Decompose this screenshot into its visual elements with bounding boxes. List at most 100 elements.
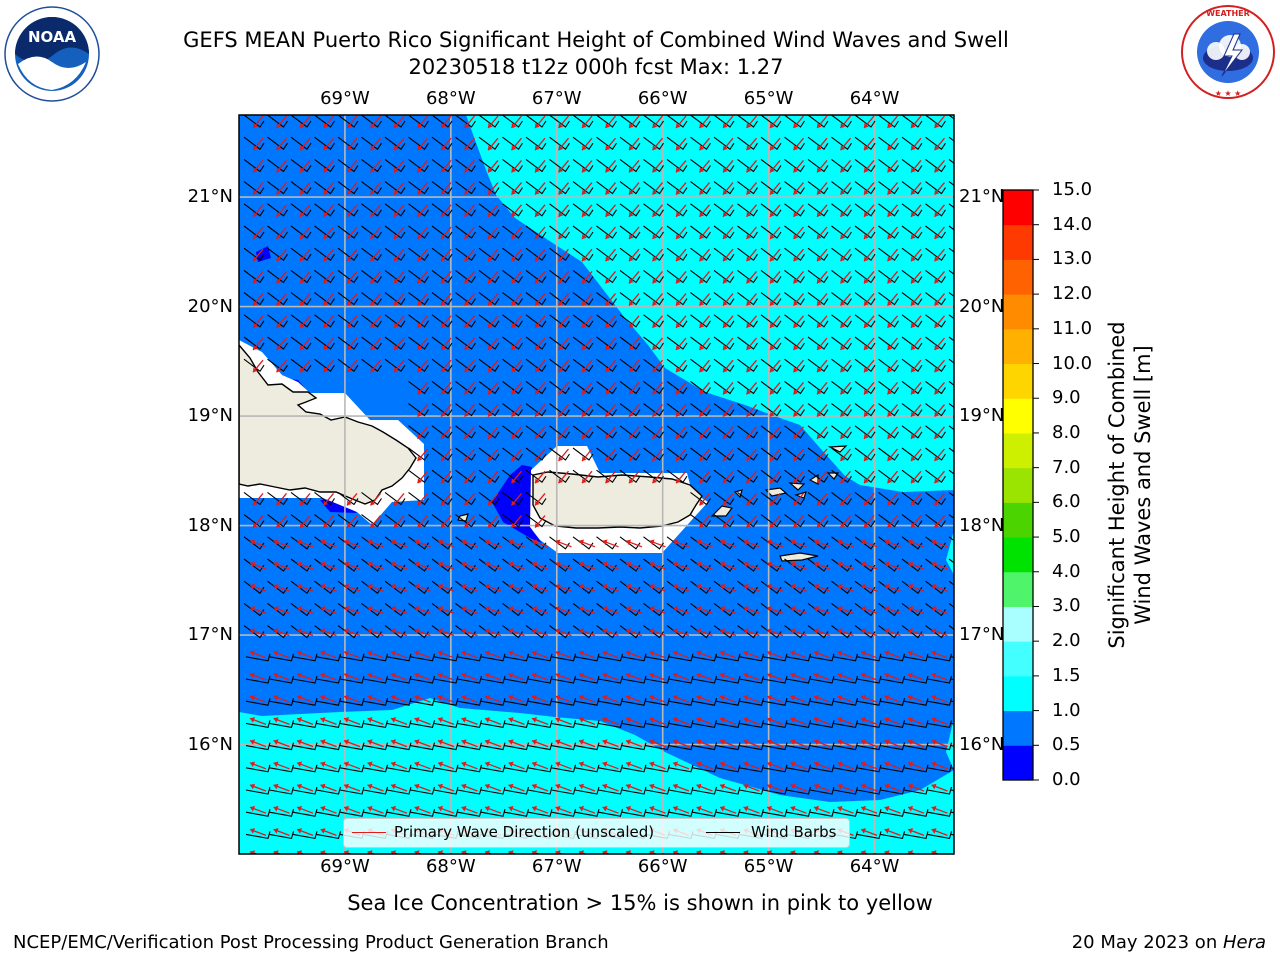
wave-arrow-head <box>320 561 326 568</box>
wind-barb <box>267 269 288 284</box>
wave-arrow-head <box>837 606 843 612</box>
wind-barb <box>455 425 476 439</box>
wind-barb <box>596 558 617 572</box>
wave-arrow-head <box>931 583 937 590</box>
wind-barb <box>572 292 594 306</box>
wave-arrow-head <box>911 123 916 128</box>
wave-direction-arrow <box>958 471 968 483</box>
wave-arrow-head <box>535 145 540 151</box>
wind-barb <box>314 181 335 195</box>
wind-barb <box>384 514 406 528</box>
wave-arrow-head <box>720 717 726 723</box>
wave-arrow-head <box>955 717 960 723</box>
wave-arrow-head <box>297 694 303 701</box>
wind-barb <box>784 225 805 239</box>
wave-arrow-head <box>767 717 773 723</box>
wind-barb <box>690 602 711 617</box>
colorbar-tick-label: 4.0 <box>1052 560 1081 582</box>
wave-arrow-head <box>417 411 423 417</box>
wave-arrow-head <box>464 167 470 173</box>
map-legend: Primary Wave Direction (unscaled) Wind B… <box>343 818 850 848</box>
wind-barb <box>760 403 782 417</box>
wave-arrow-head <box>579 783 585 790</box>
wind-barb <box>269 786 295 795</box>
wind-barb <box>290 580 312 594</box>
wave-arrow-head <box>817 278 822 284</box>
wind-barb <box>762 720 788 729</box>
wave-arrow-head <box>817 189 822 195</box>
wind-barb <box>596 447 617 461</box>
wave-arrow-head <box>461 805 467 812</box>
wind-barb <box>713 181 735 195</box>
wave-arrow-head <box>934 522 940 528</box>
wind-barb <box>480 720 506 729</box>
wind-barb <box>339 809 365 817</box>
wind-barb <box>502 269 523 284</box>
wave-arrow-head <box>344 783 350 790</box>
wave-arrow-head <box>746 167 752 173</box>
wave-arrow-head <box>699 323 705 328</box>
wave-height-band-1.0-1.5-south <box>239 698 954 854</box>
wave-arrow-head <box>793 323 799 328</box>
wave-arrow-head <box>958 434 963 439</box>
wave-arrow-head <box>652 345 658 350</box>
wave-arrow-head <box>861 717 867 723</box>
wave-arrow-head <box>417 522 423 528</box>
wave-arrow-head <box>602 850 608 854</box>
wave-arrow-head <box>723 212 728 217</box>
wave-arrow-head <box>535 411 540 417</box>
wave-arrow-head <box>605 145 611 151</box>
wave-arrow-head <box>790 783 796 790</box>
wave-arrow-head <box>300 522 305 528</box>
wave-arrow-head <box>699 256 705 262</box>
wind-barb <box>290 558 312 572</box>
wind-barb <box>760 514 782 528</box>
wind-barb <box>878 625 899 639</box>
wave-arrow-head <box>767 606 773 612</box>
wave-arrow-head <box>323 522 329 528</box>
wind-barb <box>572 425 594 439</box>
wind-barb <box>502 336 523 350</box>
colorbar-tick-label: 1.0 <box>1052 699 1081 721</box>
wave-arrow-head <box>511 434 517 439</box>
wind-barb <box>572 203 594 217</box>
wind-barb <box>619 558 641 572</box>
wave-arrow-head <box>273 694 279 701</box>
wind-barb <box>831 292 852 306</box>
wind-barb <box>410 675 436 684</box>
wind-barb <box>619 625 641 639</box>
wind-barb <box>408 336 429 350</box>
wind-barb <box>666 469 688 483</box>
wind-barb <box>737 158 758 173</box>
wave-arrow-head <box>723 234 728 239</box>
lat-label-left: 21°N <box>187 186 233 208</box>
wave-direction-arrow <box>955 585 971 591</box>
wind-barb <box>243 314 265 328</box>
wind-barb <box>619 158 641 173</box>
wind-barb <box>690 136 711 150</box>
wind-barb <box>925 425 946 439</box>
wind-barb <box>690 514 711 528</box>
wind-barb <box>408 314 429 328</box>
wave-arrow-head <box>720 761 726 768</box>
wave-arrow-head <box>790 606 796 612</box>
wind-barb <box>690 181 711 195</box>
wind-barb <box>314 203 335 217</box>
wave-arrow-head <box>535 256 540 262</box>
wave-arrow-head <box>323 323 329 328</box>
wave-arrow-head <box>676 345 681 350</box>
wind-barb <box>925 314 946 328</box>
wave-arrow-head <box>391 805 397 812</box>
lat-label-right: 16°N <box>959 733 1005 755</box>
colorbar-tick-label: 10.0 <box>1052 352 1093 374</box>
wind-barb <box>549 580 570 594</box>
wave-arrow-head <box>699 367 705 373</box>
wave-arrow-head <box>746 123 752 128</box>
wind-barb <box>643 247 664 261</box>
wave-arrow-head <box>511 189 517 195</box>
wind-barb <box>715 786 741 795</box>
wind-barb <box>901 136 923 150</box>
wave-arrow-head <box>699 434 705 439</box>
wind-barb <box>384 225 406 239</box>
wave-arrow-head <box>320 539 326 546</box>
